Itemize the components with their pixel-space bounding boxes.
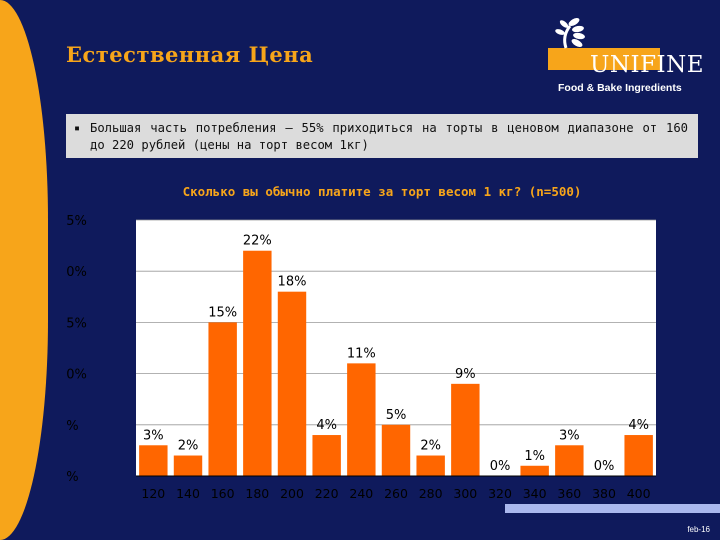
bar [277, 291, 307, 476]
x-tick-label: 380 [592, 486, 616, 501]
key-insight-text: Большая часть потребления – 55% приходит… [90, 121, 688, 152]
y-tick-label: 15% [66, 316, 87, 331]
data-label: 9% [455, 367, 476, 382]
page-number: feb-16 [687, 525, 710, 534]
data-label: 4% [316, 418, 337, 433]
unifine-logo: UNIFINE Food & Bake Ingredients [548, 14, 704, 98]
x-tick-label: 280 [419, 486, 443, 501]
data-label: 2% [178, 439, 199, 454]
bar [555, 445, 584, 476]
x-tick-label: 140 [176, 486, 200, 501]
x-tick-label: 400 [627, 486, 651, 501]
x-tick-label: 340 [523, 486, 547, 501]
footer-bar [505, 504, 720, 513]
data-label: 0% [490, 459, 511, 474]
wheat-icon [555, 18, 585, 49]
data-label: 4% [628, 418, 649, 433]
bar [173, 455, 203, 476]
y-tick-label: 5% [66, 419, 79, 434]
x-tick-label: 120 [141, 486, 165, 501]
y-tick-label: 10% [66, 368, 87, 383]
bar [416, 455, 445, 476]
bullet-icon: ▪ [74, 123, 81, 134]
x-tick-label: 260 [384, 486, 408, 501]
logo-orange-band [548, 48, 660, 70]
bar [451, 383, 480, 476]
x-tick-label: 240 [349, 486, 373, 501]
bar [347, 363, 376, 476]
y-tick-label: 25% [66, 214, 87, 229]
data-label: 22% [243, 234, 272, 249]
chart-title: Сколько вы обычно платите за торт весом … [182, 184, 582, 199]
y-tick-label: 0% [66, 470, 79, 485]
data-label: 15% [208, 305, 237, 320]
x-tick-label: 160 [211, 486, 235, 501]
x-tick-label: 180 [245, 486, 269, 501]
data-label: 0% [594, 459, 615, 474]
data-label: 1% [524, 449, 545, 464]
side-decoration-stripe [0, 0, 48, 540]
bar [624, 435, 653, 476]
page-title: Естественная Цена [66, 42, 314, 67]
data-label: 2% [420, 439, 441, 454]
x-tick-label: 300 [453, 486, 477, 501]
key-insight-box: ▪ Большая часть потребления – 55% приход… [66, 114, 698, 158]
bar [139, 445, 168, 476]
bar [520, 465, 549, 476]
data-label: 3% [143, 428, 164, 443]
bar-chart: 0% 5% 10% 15% 20% 25% 3% 120 2% 140 15% 160 22% 180 18… [66, 214, 656, 501]
bar [381, 424, 411, 476]
logo-subtitle: Food & Bake Ingredients [558, 82, 682, 94]
data-label: 18% [278, 275, 307, 290]
logo-graphic [548, 18, 660, 70]
data-label: 11% [347, 346, 376, 361]
y-tick-label: 20% [66, 265, 87, 280]
logo-name: UNIFINE [590, 52, 705, 78]
x-tick-label: 200 [280, 486, 304, 501]
bar [312, 435, 341, 476]
bar [243, 250, 272, 476]
x-tick-label: 220 [315, 486, 339, 501]
bar [208, 322, 237, 476]
data-label: 5% [386, 408, 407, 423]
x-tick-label: 360 [557, 486, 581, 501]
x-tick-label: 320 [488, 486, 512, 501]
data-label: 3% [559, 428, 580, 443]
